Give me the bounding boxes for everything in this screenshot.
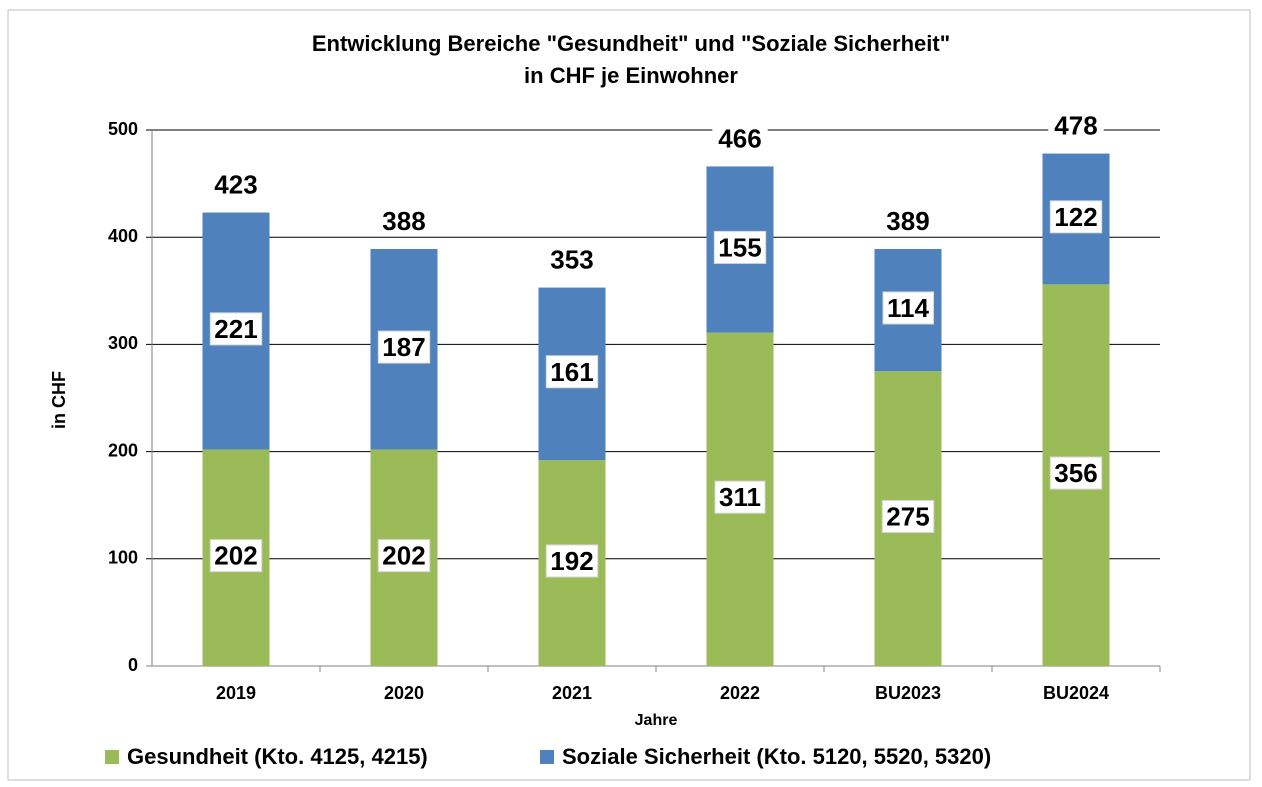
total-label: 466 [718,123,761,153]
value-label-box [545,355,599,389]
x-axis-label: Jahre [635,712,678,729]
value-label-box [545,544,599,578]
total-label-bg [880,205,936,236]
value-label-box [713,230,767,264]
value-label-box [714,480,766,514]
x-tick-label: 2019 [216,683,256,703]
y-tick-label: 400 [108,226,138,246]
legend-swatch [105,750,119,764]
value-label: 187 [382,332,425,362]
total-label: 353 [550,244,593,274]
total-label: 388 [382,206,425,236]
value-label: 202 [382,541,425,571]
value-label: 311 [719,482,761,512]
legend-label: Soziale Sicherheit (Kto. 5120, 5520, 532… [562,744,991,769]
x-tick-label: BU2024 [1043,683,1109,703]
value-label-box [377,539,431,573]
value-label-box [377,330,431,364]
total-label-bg [208,169,264,200]
value-label: 114 [887,293,929,323]
total-label-bg [544,244,600,275]
y-tick-label: 0 [128,655,138,675]
y-tick-label: 100 [108,548,138,568]
y-tick-label: 200 [108,440,138,460]
y-tick-label: 500 [108,119,138,139]
total-label-bg [712,123,768,154]
chart-subtitle: in CHF je Einwohner [524,63,738,88]
value-label-box [209,539,263,573]
y-axis-label: in CHF [49,371,69,429]
x-tick-label: 2022 [720,683,760,703]
x-tick-label: BU2023 [875,683,941,703]
total-label: 478 [1054,110,1097,140]
value-label: 122 [1054,202,1097,232]
total-label: 389 [886,206,929,236]
chart-border [7,9,1251,781]
value-label: 221 [214,314,257,344]
total-label-bg [376,205,432,236]
x-tick-label: 2020 [384,683,424,703]
value-label: 155 [718,232,761,262]
value-label-box [1049,456,1103,490]
value-label: 275 [886,501,929,531]
value-label: 192 [550,546,593,576]
x-tick-label: 2021 [552,683,592,703]
y-tick-label: 300 [108,333,138,353]
value-label: 202 [214,541,257,571]
total-label-bg [1048,110,1104,141]
value-label-box [882,291,935,325]
value-label-box [209,312,263,346]
value-label: 161 [550,357,593,387]
value-label-box [1049,200,1103,234]
chart-title: Entwicklung Bereiche "Gesundheit" und "S… [312,31,950,56]
value-label-box [881,499,935,533]
legend-swatch [540,750,554,764]
total-label: 423 [214,169,257,199]
legend-label: Gesundheit (Kto. 4125, 4215) [127,744,428,769]
value-label: 356 [1054,458,1097,488]
